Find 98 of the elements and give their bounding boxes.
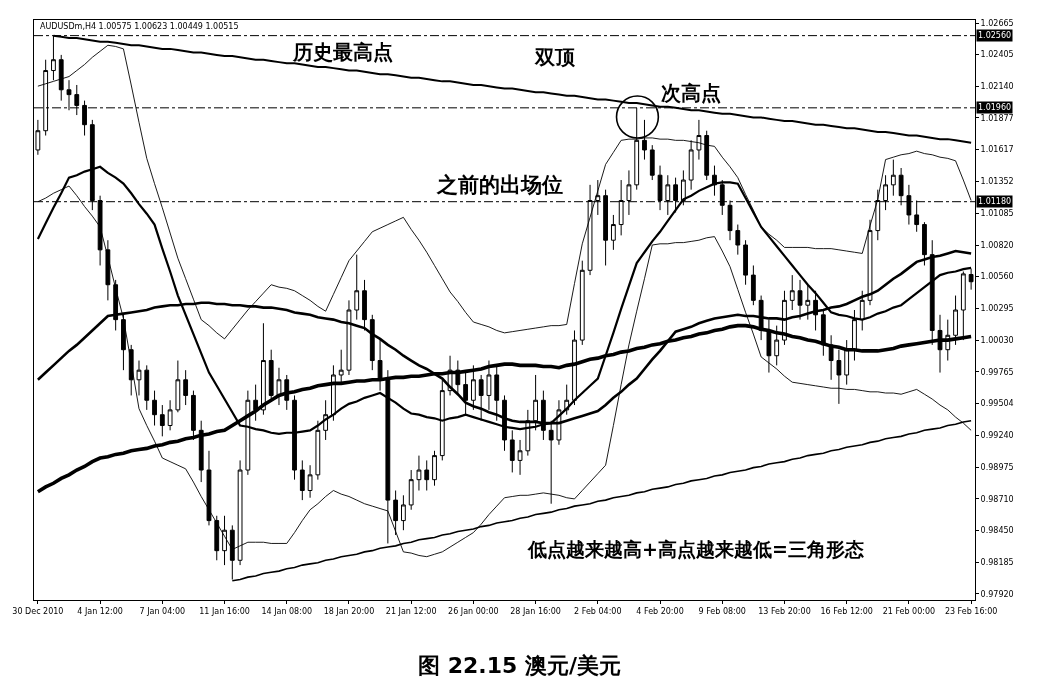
candlestick — [688, 139, 694, 191]
candlestick — [416, 455, 422, 491]
candlestick — [432, 450, 437, 487]
candlestick — [470, 364, 476, 411]
candlestick — [276, 367, 282, 406]
candlestick — [268, 349, 274, 401]
x-tick-label: 18 Jan 20:00 — [323, 606, 375, 616]
x-tick-label: 28 Jan 16:00 — [510, 606, 561, 616]
ref-line-label: 1.01960 — [978, 103, 1012, 112]
candlestick — [696, 119, 702, 161]
candlestick — [198, 420, 204, 483]
y-tick-label: 0.99504 — [980, 399, 1014, 409]
candlestick — [175, 360, 181, 413]
x-tick-label: 16 Feb 12:00 — [820, 606, 873, 616]
x-tick-label: 21 Jan 12:00 — [385, 606, 437, 616]
y-tick-label: 0.97920 — [980, 589, 1014, 599]
x-tick-label: 4 Jan 12:00 — [77, 606, 123, 616]
x-tick-label: 13 Feb 20:00 — [758, 606, 811, 616]
candlestick — [183, 369, 189, 406]
y-tick-label: 1.02405 — [980, 50, 1014, 60]
annotation: 双顶 — [534, 45, 576, 69]
annotation: 低点越来越高+高点越来越低=三角形态 — [527, 538, 864, 560]
candlestick — [797, 279, 803, 321]
y-tick-label: 0.98710 — [980, 494, 1014, 504]
ref-line-label: 1.02560 — [978, 31, 1012, 40]
y-tick-label: 0.98185 — [980, 557, 1014, 567]
candlestick — [191, 390, 196, 441]
candlestick — [144, 364, 150, 411]
y-tick-label: 0.98450 — [980, 526, 1014, 536]
candlestick — [424, 459, 430, 491]
y-tick-label: 0.99240 — [980, 430, 1014, 440]
candlestick — [649, 144, 655, 181]
y-tick-label: 1.02665 — [980, 18, 1014, 28]
candlestick — [704, 130, 710, 181]
candlestick — [572, 329, 577, 406]
ref-line-label: 1.01180 — [978, 197, 1012, 206]
candlestick — [377, 339, 383, 392]
candlestick — [299, 459, 305, 501]
candlestick — [307, 464, 313, 499]
candlestick — [354, 254, 360, 321]
y-tick-label: 1.00295 — [980, 304, 1014, 313]
x-tick-label: 26 Jan 00:00 — [448, 606, 499, 616]
candlestick — [494, 364, 500, 422]
x-tick-label: 21 Feb 00:00 — [882, 606, 936, 616]
candlestick — [844, 339, 850, 386]
candlestick — [393, 490, 399, 536]
candlestick — [58, 54, 64, 102]
candlestick — [152, 390, 157, 427]
y-tick-label: 1.00820 — [980, 240, 1014, 250]
x-tick-label: 11 Jan 16:00 — [199, 606, 250, 616]
candlestick — [750, 264, 756, 306]
y-tick-label: 1.00560 — [980, 272, 1014, 282]
candlestick — [136, 360, 142, 396]
y-tick-label: 0.98975 — [980, 462, 1014, 472]
candlestick — [113, 279, 119, 331]
candlestick — [642, 119, 647, 161]
candlestick — [486, 360, 492, 411]
candlestick — [121, 314, 126, 371]
candlestick — [105, 239, 111, 301]
candlestick — [369, 314, 375, 371]
x-tick-label: 7 Jan 04:00 — [139, 606, 186, 616]
y-tick-label: 1.02140 — [980, 81, 1014, 91]
x-tick-label: 23 Feb 16:00 — [944, 606, 998, 616]
y-tick-label: 0.99765 — [980, 367, 1014, 377]
x-tick-label: 4 Feb 20:00 — [636, 606, 684, 616]
y-tick-label: 1.01877 — [980, 113, 1014, 123]
candlestick — [735, 224, 741, 256]
candlestick — [346, 299, 352, 376]
y-tick-label: 1.01352 — [980, 176, 1014, 186]
candlestick — [408, 469, 414, 511]
text: 图 22.15 澳元/美元 — [418, 652, 621, 678]
y-tick-label: 1.01085 — [980, 208, 1014, 218]
candlestick — [890, 159, 896, 197]
candlestick — [253, 384, 259, 422]
candlestick — [517, 439, 523, 476]
x-tick-label: 14 Jan 08:00 — [261, 606, 313, 616]
x-tick-label: 9 Feb 08:00 — [698, 606, 746, 616]
candlestick — [610, 214, 616, 251]
annotation: 之前的出场位 — [436, 173, 563, 197]
candlestick — [401, 494, 406, 531]
annotation: 次高点 — [661, 81, 721, 105]
candlestick — [159, 404, 165, 437]
x-tick-label: 30 Dec 2010 — [12, 606, 64, 616]
candlestick — [167, 399, 173, 431]
candlestick — [743, 239, 748, 286]
x-tick-label: 2 Feb 04:00 — [574, 606, 622, 616]
candlestick — [859, 290, 865, 331]
y-tick-label: 1.01617 — [980, 144, 1014, 154]
candlestick — [206, 450, 212, 526]
candlestick — [805, 284, 811, 321]
candlestick — [579, 260, 585, 346]
candlestick — [789, 274, 795, 311]
candlestick — [284, 374, 290, 411]
candlestick — [828, 334, 834, 381]
candlestick — [836, 349, 842, 405]
annotation: AUDUSDm,H4 1.00575 1.00623 1.00449 1.00515 — [40, 22, 239, 31]
annotation: 历史最高点 — [292, 40, 393, 64]
y-tick-label: 1.00030 — [980, 335, 1014, 345]
